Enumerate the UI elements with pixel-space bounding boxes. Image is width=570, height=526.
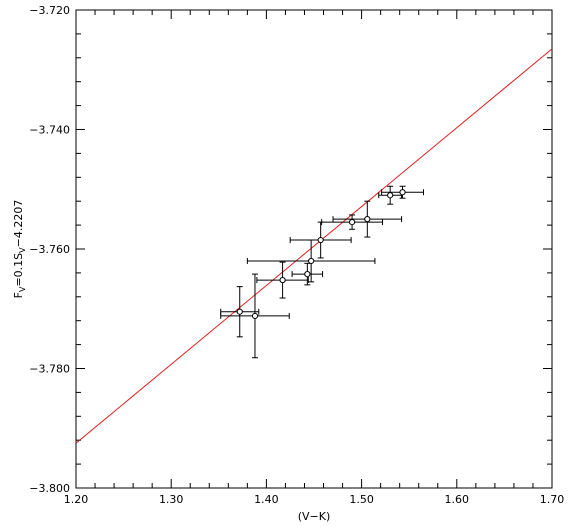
x-tick-label: 1.70 bbox=[540, 493, 565, 506]
data-point bbox=[321, 214, 384, 230]
y-tick-label: −3.800 bbox=[29, 482, 70, 495]
y-tick-labels: −3.720 −3.740 −3.760 −3.780 −3.800 bbox=[29, 4, 70, 495]
y-tick-label: −3.760 bbox=[29, 243, 70, 256]
plot-frame bbox=[75, 9, 553, 489]
fit-line bbox=[76, 48, 552, 444]
axis-ticks bbox=[75, 9, 553, 489]
point-marker bbox=[399, 189, 406, 196]
point-marker bbox=[348, 219, 356, 226]
y-tick-label: −3.740 bbox=[29, 124, 70, 137]
y-label-sub: V bbox=[18, 286, 27, 292]
y-label-end: −4.2207 bbox=[12, 200, 25, 248]
data-point bbox=[381, 185, 424, 199]
data-point bbox=[220, 273, 290, 359]
y-label-sub2: V bbox=[18, 247, 27, 253]
fit-line-group bbox=[76, 48, 552, 444]
x-axis-label: (V−K) bbox=[298, 510, 331, 523]
data-points bbox=[220, 185, 424, 359]
x-tick-label: 1.30 bbox=[159, 493, 184, 506]
data-point bbox=[378, 185, 403, 205]
x-tick-label: 1.40 bbox=[254, 493, 279, 506]
point-marker bbox=[317, 236, 324, 244]
point-marker bbox=[387, 192, 394, 199]
y-tick-label: −3.720 bbox=[29, 4, 70, 17]
point-marker bbox=[279, 276, 286, 284]
point-marker bbox=[304, 270, 311, 278]
data-point bbox=[246, 239, 376, 283]
x-tick-labels: 1.20 1.30 1.40 1.50 1.60 1.70 bbox=[64, 493, 565, 506]
y-axis-label: FV=0.1SV−4.2207 bbox=[12, 200, 27, 299]
y-label-mid: =0.1S bbox=[12, 253, 25, 287]
data-point bbox=[332, 200, 403, 238]
x-tick-label: 1.20 bbox=[64, 493, 89, 506]
y-label-base: F bbox=[12, 292, 25, 298]
point-marker bbox=[364, 216, 371, 223]
data-point bbox=[289, 221, 352, 259]
x-tick-label: 1.60 bbox=[445, 493, 470, 506]
x-tick-label: 1.50 bbox=[349, 493, 374, 506]
point-marker bbox=[308, 257, 315, 265]
y-tick-label: −3.780 bbox=[29, 363, 70, 376]
point-marker bbox=[236, 308, 243, 315]
point-marker bbox=[251, 312, 259, 320]
data-point bbox=[256, 261, 309, 299]
data-point bbox=[220, 286, 260, 338]
data-point bbox=[291, 262, 324, 286]
